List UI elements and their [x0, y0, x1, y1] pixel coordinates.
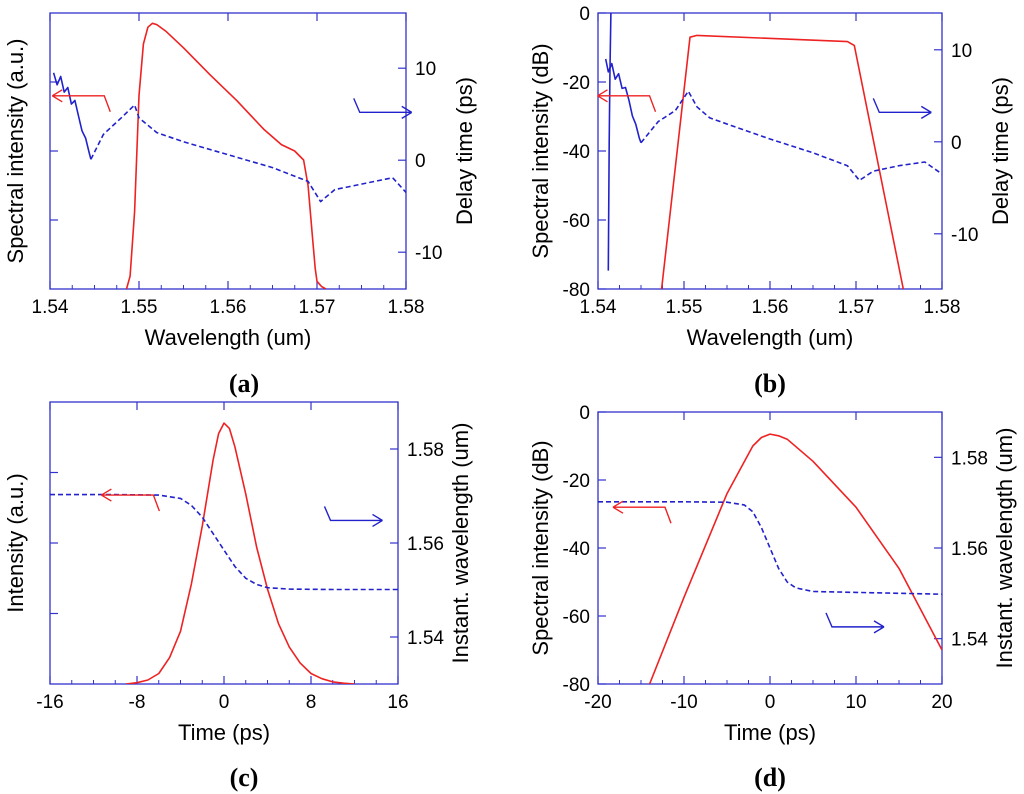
x-tick-label: 1.54 — [580, 297, 617, 318]
y-right-tick-label: 0 — [415, 151, 426, 172]
y-left-tick-label: -80 — [563, 280, 590, 301]
plot-frame-d — [597, 411, 943, 685]
y-right-axis-label: Instant. wavelength (um) — [448, 423, 473, 664]
plot-frame-c — [49, 401, 399, 685]
x-tick-label: 16 — [387, 692, 408, 713]
y-left-axis-label: Spectral intensity (a.u.) — [3, 39, 28, 264]
x-tick-label: -10 — [670, 692, 697, 713]
y-left-tick-label: -20 — [563, 73, 590, 94]
y-left-tick-label: -60 — [563, 607, 590, 628]
panel-label-c: (c) — [230, 763, 259, 792]
y-right-tick-label: 1.54 — [951, 630, 988, 651]
panel-c: -16 -8 0 8 16 1.58 1.56 1.54 Time (ps) Intensity … — [3, 401, 473, 792]
x-tick-label: 20 — [931, 692, 952, 713]
x-tick-label: 10 — [845, 692, 866, 713]
y-left-tick-label: -40 — [563, 539, 590, 560]
intensity-line-c — [126, 422, 355, 684]
x-tick-label: 1.58 — [388, 297, 425, 318]
axis-indicator-arrow-right — [825, 612, 885, 634]
x-tick-label: 1.57 — [299, 297, 336, 318]
delay-line-b — [607, 13, 612, 271]
y-right-tick-label: -10 — [951, 225, 978, 246]
delay-line-a — [90, 104, 406, 203]
intensity-line-b — [660, 34, 905, 289]
x-tick-label: 0 — [765, 692, 776, 713]
axis-indicator-arrow-left — [612, 500, 672, 524]
y-right-tick-label: -10 — [415, 243, 442, 264]
y-left-tick-label: 0 — [579, 403, 590, 424]
y-left-axis-label: Spectral intensity (dB) — [528, 440, 553, 655]
y-right-tick-label: 10 — [415, 59, 436, 80]
delay-line-d — [598, 500, 942, 595]
axis-indicator-arrow-right — [323, 506, 383, 528]
y-left-tick-label: -80 — [563, 675, 590, 696]
axis-indicator-arrow-right — [353, 98, 413, 119]
x-tick-label: 0 — [219, 692, 230, 713]
y-right-axis-label: Instant. wavelength (um) — [992, 428, 1017, 669]
x-tick-label: 1.54 — [32, 297, 69, 318]
delay-line-b — [640, 90, 942, 182]
panel-label-b: (b) — [754, 369, 786, 398]
panel-b: 1.54 1.55 1.56 1.57 1.58 0 -20 -40 -60 -80 10 0 -10 W… — [528, 4, 1013, 398]
y-right-tick-label: 1.58 — [407, 440, 444, 461]
y-left-tick-label: -40 — [563, 142, 590, 163]
panel-label-a: (a) — [229, 369, 259, 398]
delay-line-b — [604, 58, 642, 143]
y-left-tick-label: -60 — [563, 211, 590, 232]
axis-indicator-arrow-left — [597, 89, 657, 113]
y-right-tick-label: 1.54 — [407, 628, 444, 649]
x-tick-label: -16 — [36, 692, 63, 713]
axis-indicator-arrow-left — [101, 488, 161, 512]
axis-indicator-arrow-right — [872, 98, 932, 119]
y-left-tick-label: -20 — [563, 471, 590, 492]
x-tick-label: 8 — [306, 692, 317, 713]
y-right-axis-label: Delay time (ps) — [452, 77, 477, 225]
x-tick-label: 1.56 — [210, 297, 247, 318]
intensity-line-a — [125, 22, 327, 289]
plot-frame-b — [597, 12, 943, 290]
delay-line-c — [50, 493, 398, 591]
y-left-tick-label: 0 — [579, 4, 590, 25]
panel-label-d: (d) — [754, 763, 786, 792]
x-axis-label: Time (ps) — [724, 720, 816, 745]
y-right-tick-label: 0 — [951, 133, 962, 154]
x-tick-label: 1.55 — [121, 297, 158, 318]
x-axis-label: Time (ps) — [178, 720, 270, 745]
x-tick-label: 1.55 — [666, 297, 703, 318]
panel-a: 1.54 1.55 1.56 1.57 1.58 10 0 -10 Wavelength (um… — [3, 12, 477, 398]
x-axis-label: Wavelength (um) — [687, 325, 854, 350]
intensity-line-d — [648, 433, 942, 684]
y-right-tick-label: 10 — [951, 41, 972, 62]
panel-d: -20 -10 0 10 20 0 -20 -40 -60 -80 1.58 1.56 1.54 Time… — [528, 403, 1017, 792]
y-right-axis-label: Delay time (ps) — [988, 77, 1013, 225]
x-tick-label: 1.57 — [838, 297, 875, 318]
y-right-tick-label: 1.56 — [407, 534, 444, 555]
plot-frame-a — [49, 12, 407, 290]
x-axis-label: Wavelength (um) — [145, 325, 312, 350]
y-right-tick-label: 1.56 — [951, 539, 988, 560]
y-right-tick-label: 1.58 — [951, 448, 988, 469]
x-tick-label: 1.56 — [752, 297, 789, 318]
x-tick-label: -8 — [129, 692, 146, 713]
x-tick-label: 1.58 — [924, 297, 961, 318]
y-left-axis-label: Intensity (a.u.) — [3, 473, 28, 612]
x-tick-label: -20 — [584, 692, 611, 713]
axis-indicator-arrow-left — [51, 89, 111, 113]
delay-line-a — [52, 72, 92, 160]
y-left-axis-label: Spectral intensity (dB) — [528, 43, 553, 258]
